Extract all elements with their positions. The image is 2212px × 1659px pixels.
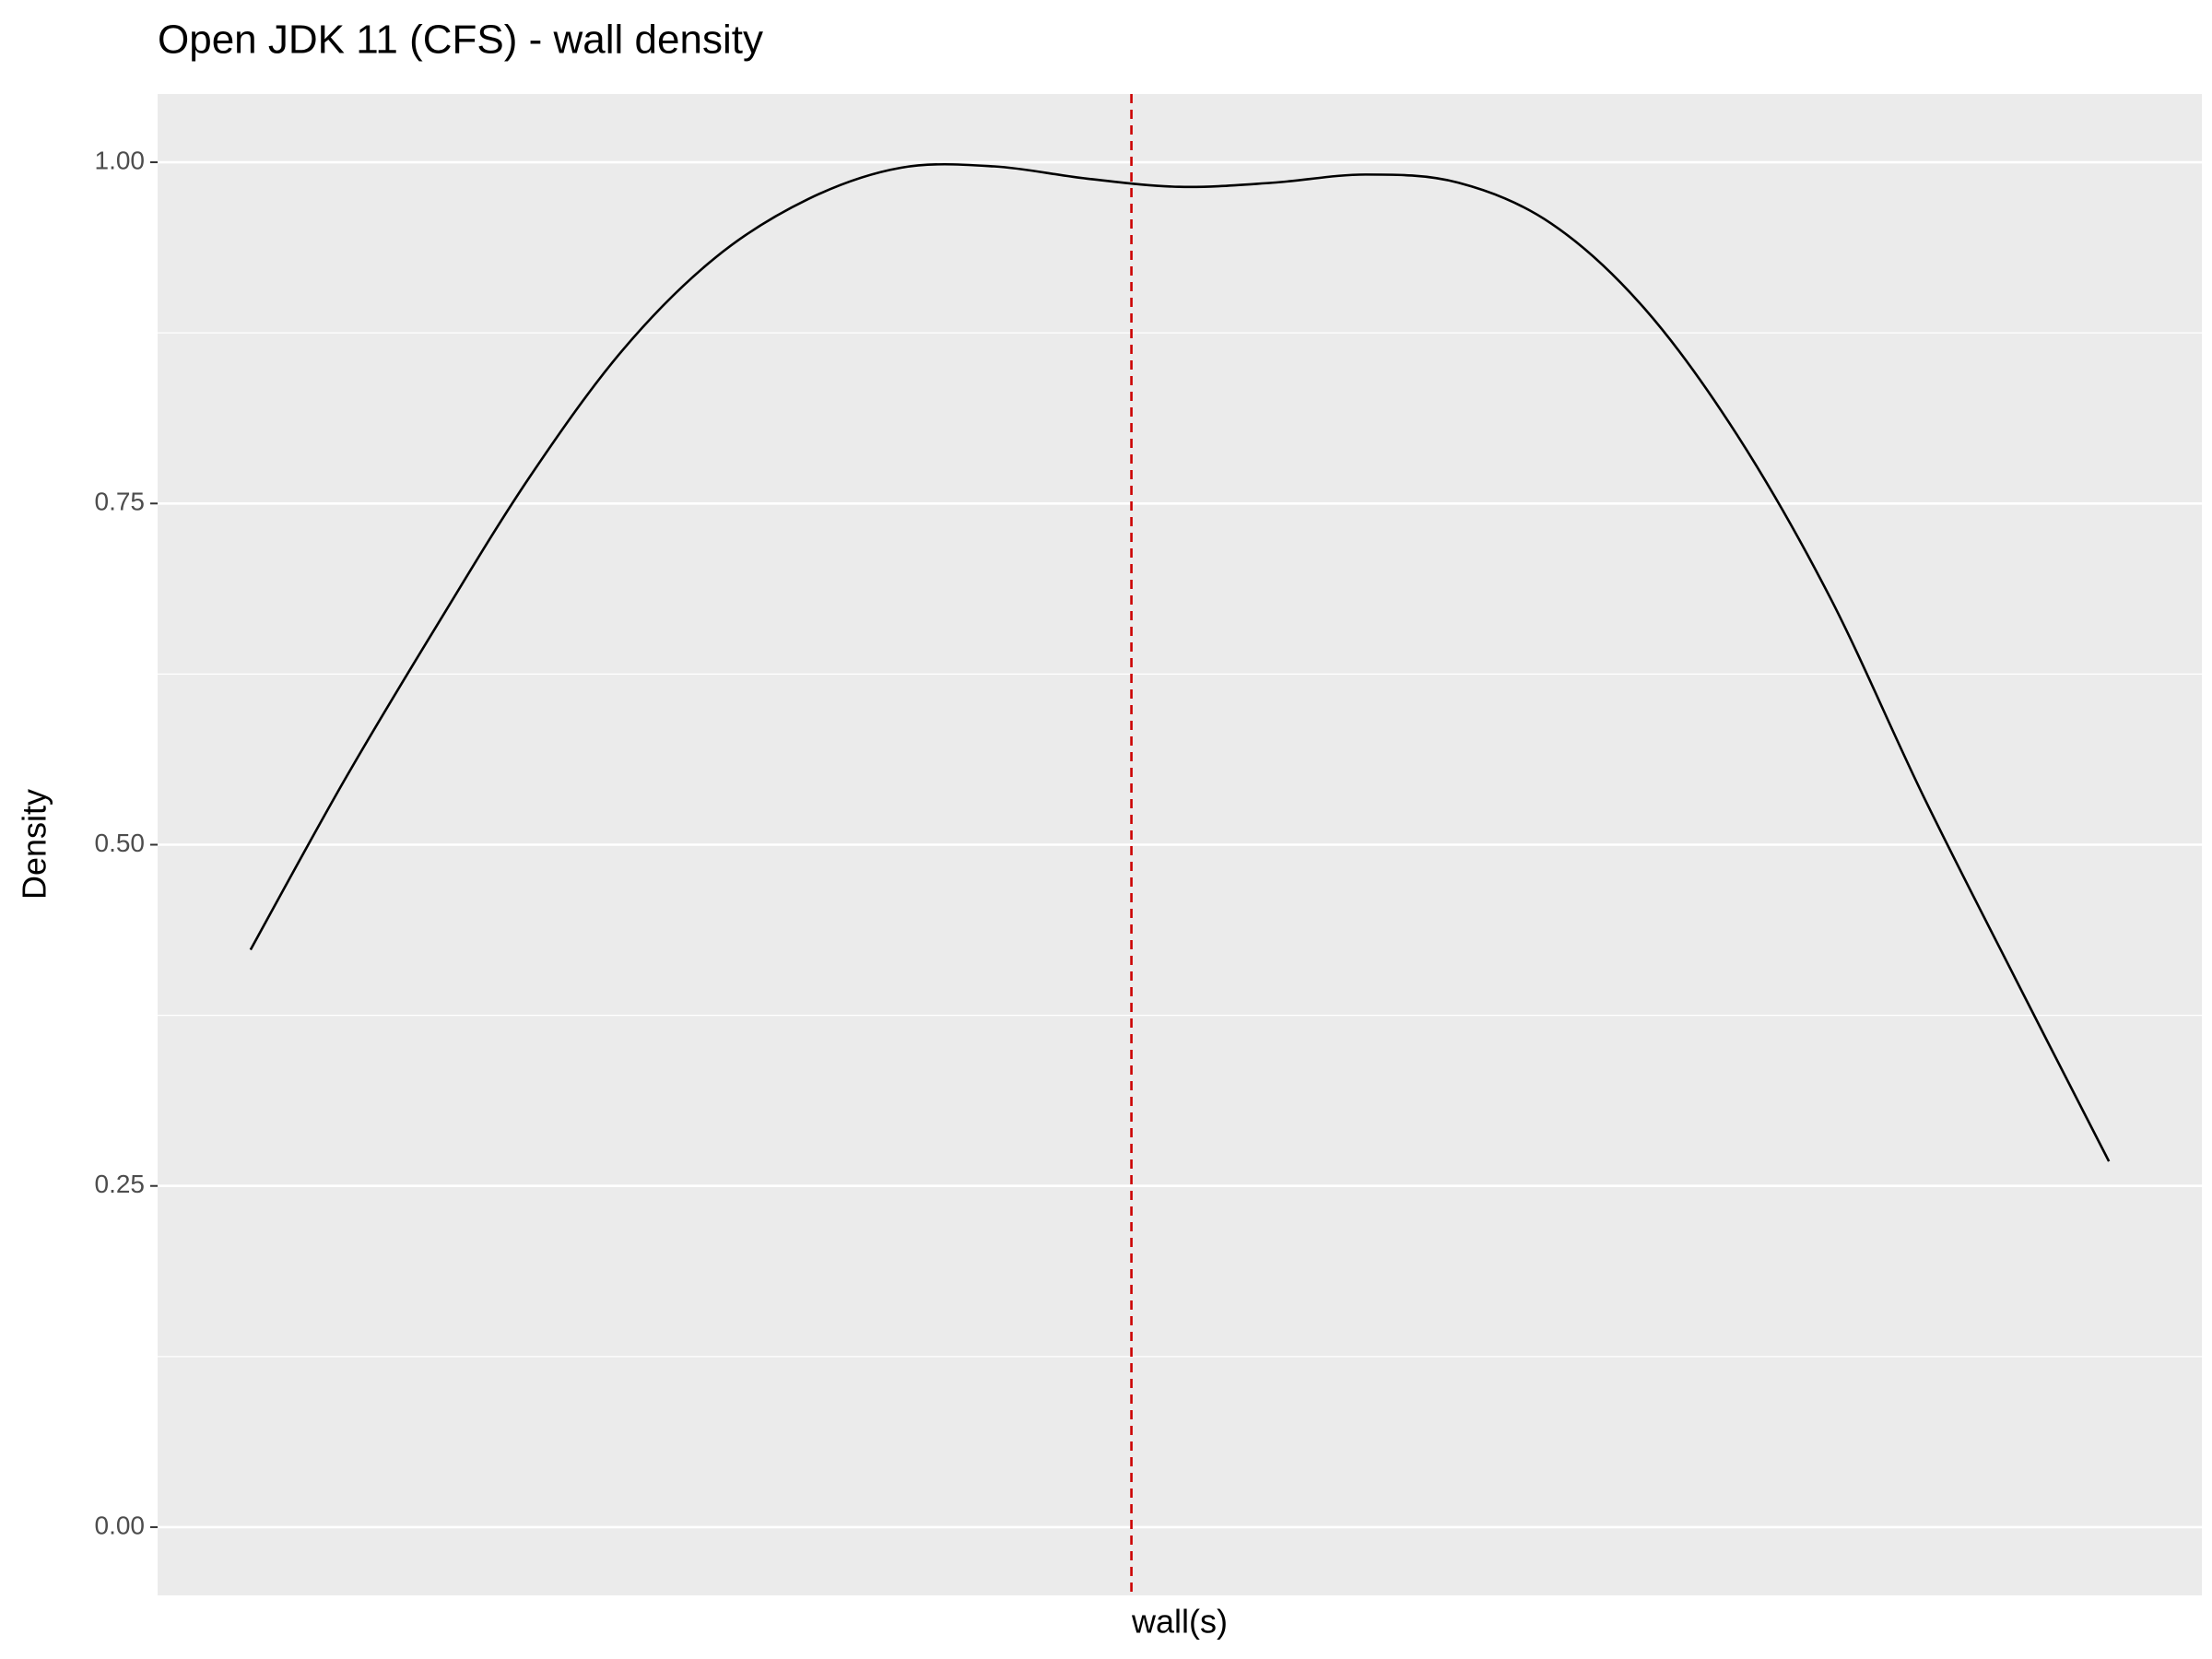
y-tick-label: 0.25 — [95, 1170, 146, 1198]
x-axis-title: wall(s) — [1131, 1603, 1228, 1641]
y-tick-label: 0.50 — [95, 829, 146, 857]
y-axis-title: Density — [16, 789, 53, 900]
chart-title: Open JDK 11 (CFS) - wall density — [158, 18, 763, 63]
y-tick-label: 0.75 — [95, 488, 146, 516]
density-line — [249, 162, 2111, 1162]
y-tick-label: 1.00 — [95, 146, 146, 174]
y-tick-label: 0.00 — [95, 1511, 146, 1539]
